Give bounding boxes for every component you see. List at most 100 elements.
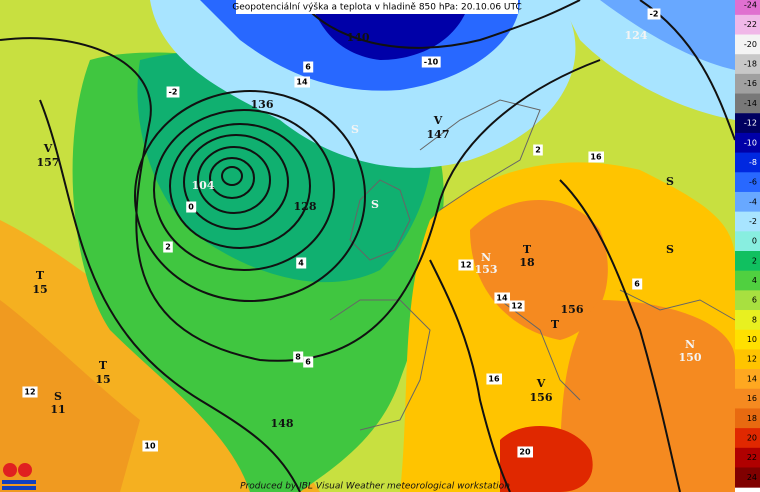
map-label: T <box>99 359 108 372</box>
legend-label: 6 <box>752 296 757 305</box>
map-label: 128 <box>294 200 317 213</box>
color-legend: -24-22-20-18-16-14-12-10-8-6-4-202468101… <box>735 0 760 488</box>
legend-swatch <box>735 34 760 55</box>
legend-label: -10 <box>744 138 757 147</box>
value-label: 14 <box>496 294 508 303</box>
label-box <box>588 151 604 163</box>
legend-label: -22 <box>744 20 757 29</box>
legend-label: 10 <box>747 335 757 344</box>
legend-swatch <box>735 73 760 95</box>
value-label: -10 <box>424 58 439 67</box>
legend-swatch <box>735 408 760 429</box>
legend-swatch <box>735 113 760 134</box>
temperature-field <box>0 0 735 492</box>
legend-swatch <box>735 93 760 114</box>
label-box <box>294 76 310 88</box>
legend-swatch <box>735 0 760 16</box>
map-label: 104 <box>192 179 215 192</box>
legend-label: -12 <box>744 119 757 128</box>
map-label: T <box>523 243 532 256</box>
label-box <box>163 241 173 253</box>
value-label: 0 <box>188 203 194 212</box>
legend-label: 12 <box>747 355 757 364</box>
legend-swatch <box>735 329 760 350</box>
map-label: V <box>433 114 443 127</box>
legend-label: -24 <box>744 1 757 10</box>
value-label: 16 <box>590 153 602 162</box>
legend-label: -4 <box>749 197 757 206</box>
legend-swatch <box>735 172 760 193</box>
legend-label: -16 <box>744 79 757 88</box>
map-label: 147 <box>427 128 450 141</box>
map-label: T <box>36 269 45 282</box>
legend-swatch <box>735 447 760 468</box>
value-label: 16 <box>488 375 500 384</box>
map-label: 140 <box>347 31 370 44</box>
legend-swatch <box>735 251 760 272</box>
label-box <box>421 56 441 68</box>
legend-label: 20 <box>747 433 757 442</box>
value-label: 10 <box>144 442 156 451</box>
map-label: 150 <box>679 351 702 364</box>
label-box <box>142 440 158 452</box>
legend-label: 0 <box>752 237 757 246</box>
value-label: 6 <box>305 63 311 72</box>
legend-swatch <box>735 270 760 291</box>
map-label: S <box>371 198 379 211</box>
map-label: 15 <box>95 373 110 386</box>
label-box <box>486 373 502 385</box>
legend-swatch <box>735 152 760 173</box>
legend-swatch <box>735 231 760 252</box>
legend-swatch <box>735 467 760 488</box>
legend-label: -14 <box>744 99 757 108</box>
label-box <box>458 259 474 271</box>
legend-label: 4 <box>752 276 757 285</box>
map-label: S <box>666 175 674 188</box>
map-label: 124 <box>625 29 648 42</box>
value-label: -2 <box>650 10 659 19</box>
map-label: N <box>685 338 695 351</box>
value-label: 2 <box>165 243 171 252</box>
label-box <box>509 300 525 312</box>
legend-label: 18 <box>747 414 757 423</box>
value-label: 8 <box>295 353 301 362</box>
value-label: 6 <box>305 358 311 367</box>
legend-label: -18 <box>744 60 757 69</box>
map-label: S <box>54 390 62 403</box>
legend-label: 16 <box>747 394 757 403</box>
legend-swatch <box>735 14 760 36</box>
legend-label: -8 <box>749 158 757 167</box>
map-label: 136 <box>251 98 274 111</box>
map-label: 15 <box>32 283 47 296</box>
map-label: V <box>536 377 546 390</box>
legend-swatch <box>735 349 760 370</box>
label-box <box>293 351 304 363</box>
legend-label: -6 <box>749 178 757 187</box>
label-box <box>647 8 661 20</box>
label-box <box>22 386 38 398</box>
label-box <box>533 144 543 156</box>
label-box <box>494 292 510 304</box>
map-label: 153 <box>475 263 498 276</box>
legend-label: 2 <box>752 256 757 265</box>
legend-label: -2 <box>749 217 757 226</box>
value-label: 6 <box>634 280 640 289</box>
map-title: Geopotenciální výška a teplota v hladině… <box>232 2 522 13</box>
legend-label: 8 <box>752 315 757 324</box>
logo <box>2 463 36 490</box>
map-label: V <box>43 142 53 155</box>
legend-swatch <box>735 428 760 449</box>
legend-swatch <box>735 290 760 311</box>
map-labels: V157T15T15S11121014886420104128136-2140-… <box>22 8 702 458</box>
legend-swatch <box>735 369 760 390</box>
legend-label: 22 <box>747 453 757 462</box>
legend-swatch <box>735 211 760 232</box>
legend-swatch <box>735 191 760 213</box>
map-label: 18 <box>519 256 535 269</box>
footer: Produced by IBL Visual Weather meteorolo… <box>240 482 510 492</box>
map-label: T <box>551 318 560 331</box>
map-label: 156 <box>561 303 584 316</box>
map-label: 157 <box>37 156 60 169</box>
label-box <box>186 201 197 213</box>
legend-label: 24 <box>747 473 757 482</box>
